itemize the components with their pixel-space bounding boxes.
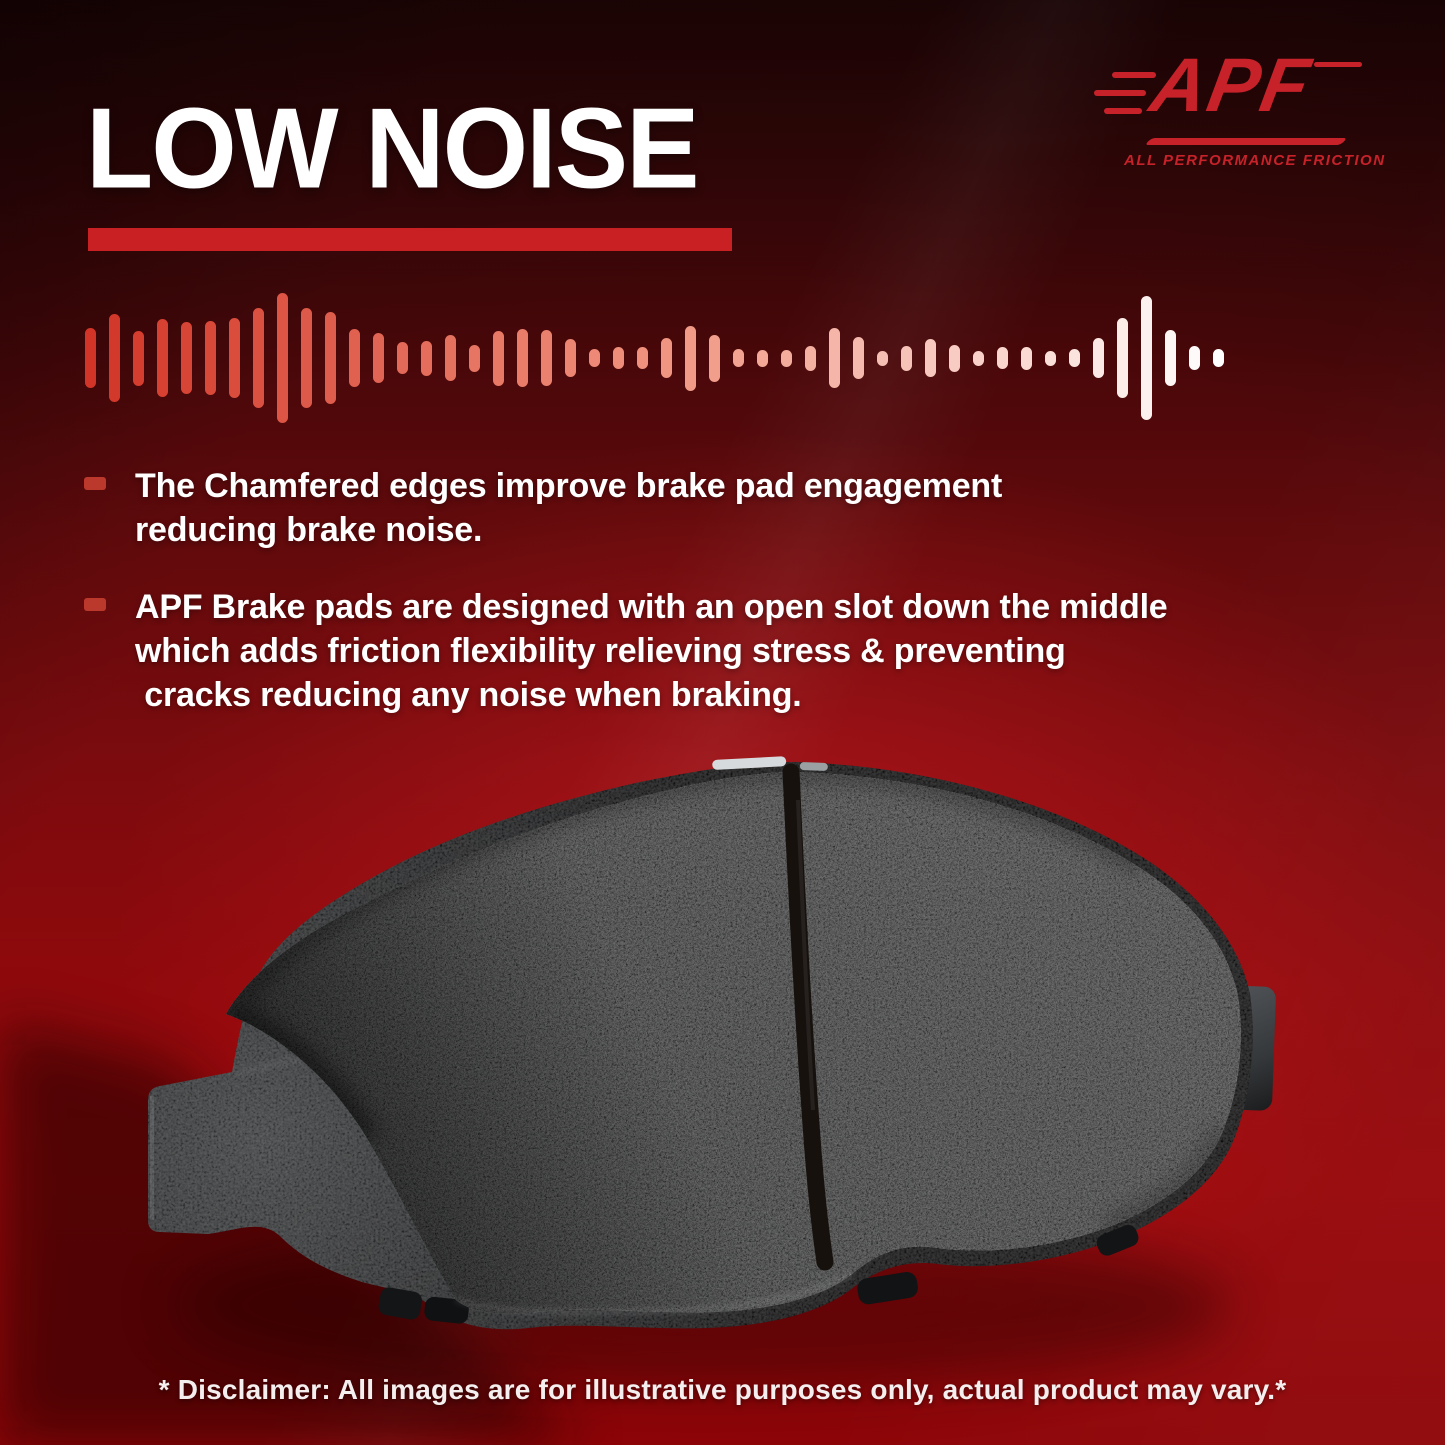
waveform-bar	[133, 330, 144, 386]
waveform-bar	[589, 349, 600, 367]
waveform-bar	[517, 329, 528, 387]
pad-center-slot	[782, 763, 834, 1271]
bullet-line: which adds friction flexibility relievin…	[135, 632, 1066, 670]
waveform-bar	[805, 345, 816, 371]
speed-line-icon	[1112, 72, 1156, 78]
speed-line-icon	[1094, 90, 1146, 96]
waveform-bar	[1093, 338, 1104, 378]
speed-line-icon	[1104, 108, 1142, 114]
waveform-bar	[373, 333, 384, 383]
waveform-bar	[205, 321, 216, 395]
waveform-bar	[853, 337, 864, 379]
waveform-bar	[1213, 349, 1224, 367]
waveform-bar	[253, 308, 264, 408]
bullet-marker	[84, 477, 106, 490]
waveform-bar	[1165, 330, 1176, 386]
waveform-bar	[829, 328, 840, 388]
waveform-bar	[229, 318, 240, 398]
waveform-bar	[301, 308, 312, 408]
logo-underline-swoosh	[1144, 138, 1348, 145]
waveform-bar	[877, 350, 888, 366]
waveform-bar	[997, 347, 1008, 369]
waveform-bar	[349, 329, 360, 387]
page-title: LOW NOISE	[86, 84, 699, 213]
bullet-text: APF Brake pads are designed with an open…	[135, 585, 1168, 717]
waveform-bar	[109, 314, 120, 402]
bullet-line: cracks reducing any noise when braking.	[135, 676, 802, 714]
waveform-bar	[781, 349, 792, 367]
waveform-bar	[541, 330, 552, 386]
speed-line-icon	[1314, 62, 1362, 67]
waveform-bar	[733, 349, 744, 367]
waveform-bar	[1069, 349, 1080, 367]
waveform-bar	[277, 293, 288, 423]
waveform-bar	[445, 335, 456, 381]
title-underline	[88, 228, 732, 251]
waveform-bar	[757, 349, 768, 367]
disclaimer-text: * Disclaimer: All images are for illustr…	[158, 1374, 1287, 1405]
waveform-bar	[901, 345, 912, 371]
waveform-bar	[157, 319, 168, 397]
waveform-bar	[1117, 318, 1128, 398]
bullet-marker	[84, 598, 106, 611]
bullet-item: APF Brake pads are designed with an open…	[84, 585, 1384, 717]
waveform-bar	[325, 312, 336, 404]
waveform-bar	[685, 325, 696, 391]
waveform-bar	[565, 339, 576, 377]
waveform-bar	[709, 334, 720, 382]
waveform-bar	[493, 330, 504, 386]
brand-tagline: ALL PERFORMANCE FRICTION	[1124, 152, 1386, 169]
brand-logo: APF ALL PERFORMANCE FRICTION	[1094, 43, 1384, 170]
waveform-bar	[181, 322, 192, 394]
bullet-list: The Chamfered edges improve brake pad en…	[84, 464, 1384, 750]
waveform-bar	[469, 344, 480, 372]
waveform-bar	[1189, 346, 1200, 370]
waveform-bar	[1021, 346, 1032, 370]
bullet-line: APF Brake pads are designed with an open…	[135, 588, 1168, 626]
waveform-bar	[949, 344, 960, 372]
waveform-bar	[973, 350, 984, 366]
pad-bottom-tabs	[378, 1224, 1139, 1324]
brand-text: APF	[1144, 43, 1318, 128]
bullet-item: The Chamfered edges improve brake pad en…	[84, 464, 1384, 552]
waveform-bar	[1141, 296, 1152, 420]
waveform-bar	[421, 340, 432, 376]
pad-top-shim	[712, 756, 828, 771]
bullet-text: The Chamfered edges improve brake pad en…	[135, 464, 1002, 552]
bullet-line: reducing brake noise.	[135, 511, 483, 549]
waveform-bar	[661, 338, 672, 378]
waveform-bar	[85, 328, 96, 388]
sound-waveform	[85, 288, 1224, 428]
waveform-bar	[397, 342, 408, 374]
waveform-bar	[1045, 350, 1056, 366]
waveform-bar	[613, 347, 624, 369]
bullet-line: The Chamfered edges improve brake pad en…	[135, 467, 1003, 505]
waveform-bar	[925, 339, 936, 377]
waveform-bar	[637, 347, 648, 369]
